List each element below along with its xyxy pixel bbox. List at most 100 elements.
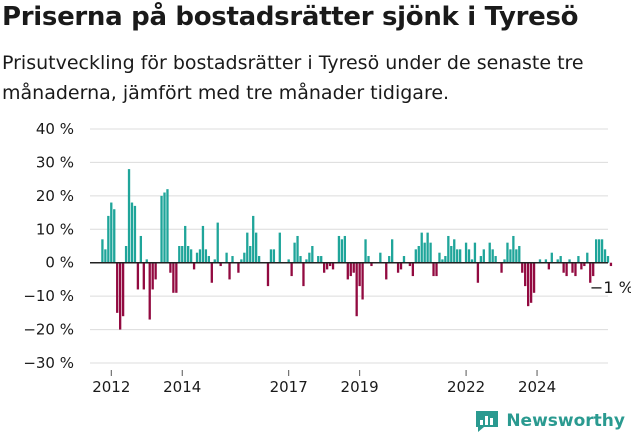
bar	[503, 259, 506, 263]
bar	[195, 252, 199, 263]
bar	[538, 259, 542, 263]
bar	[391, 239, 394, 263]
bar	[110, 202, 113, 263]
bar	[154, 262, 157, 280]
x-tick-label: 2012	[92, 378, 130, 396]
bar	[169, 262, 172, 273]
bar	[408, 262, 412, 267]
bar	[207, 256, 211, 263]
bar	[320, 256, 323, 263]
bar	[148, 262, 151, 320]
bar	[198, 249, 202, 263]
bar	[145, 259, 148, 263]
bar	[213, 259, 216, 263]
newsworthy-logo-icon	[476, 411, 499, 432]
bar	[124, 246, 128, 263]
bar	[361, 262, 364, 300]
bar	[210, 262, 213, 283]
y-tick-label: 10 %	[36, 220, 74, 238]
bar	[506, 242, 509, 263]
bar	[491, 249, 494, 263]
bar	[438, 252, 441, 263]
bar	[370, 262, 373, 267]
gridlines	[90, 128, 608, 364]
bar	[101, 239, 104, 263]
bar	[272, 249, 276, 263]
bar	[488, 242, 491, 263]
bar	[119, 262, 122, 330]
bar	[595, 239, 598, 263]
bar	[107, 215, 110, 263]
newsworthy-brand: Newsworthy	[474, 409, 625, 433]
bar	[216, 222, 219, 263]
bar	[346, 262, 349, 280]
bar	[331, 262, 335, 270]
bar	[417, 246, 420, 263]
bar	[269, 249, 273, 263]
bar	[562, 262, 565, 273]
bar	[358, 262, 361, 287]
bar	[473, 242, 477, 263]
bar	[544, 259, 548, 263]
bar	[453, 239, 456, 263]
bar	[133, 205, 137, 263]
bar	[396, 262, 400, 273]
bar	[189, 249, 193, 263]
bar	[252, 215, 255, 263]
bar	[592, 262, 595, 277]
bar	[447, 235, 450, 263]
y-tick-label: −10 %	[23, 287, 74, 305]
bar	[311, 246, 314, 263]
bar	[583, 262, 586, 267]
bar	[287, 259, 290, 263]
bar	[512, 235, 515, 263]
bar	[571, 262, 574, 273]
bar	[266, 262, 270, 287]
bar	[426, 232, 429, 263]
bar	[204, 249, 208, 263]
bar	[225, 252, 228, 263]
bar	[568, 259, 571, 263]
bar	[556, 259, 559, 263]
bar	[293, 242, 296, 263]
bar	[113, 209, 116, 263]
bar	[515, 249, 518, 263]
bar	[518, 246, 521, 263]
bar	[509, 249, 512, 263]
bar	[308, 252, 311, 263]
bar	[175, 262, 178, 293]
bar	[367, 256, 370, 263]
bar	[464, 242, 468, 263]
bar	[432, 262, 435, 277]
bar	[482, 249, 485, 263]
bar	[574, 262, 577, 277]
bar	[136, 262, 140, 290]
bar	[104, 249, 107, 263]
bar	[228, 262, 231, 280]
annotations: −1 %	[590, 278, 631, 297]
x-tick-label: 2017	[270, 378, 308, 396]
bar	[337, 235, 341, 263]
bar	[476, 262, 480, 283]
bar	[240, 259, 243, 263]
bar	[456, 249, 459, 263]
bar	[323, 262, 326, 273]
x-tick-label: 2022	[447, 378, 485, 396]
bar	[450, 246, 453, 263]
bar	[121, 262, 125, 317]
bar	[586, 252, 589, 263]
bar	[364, 239, 367, 263]
last-value-label: −1 %	[590, 278, 631, 297]
bar	[255, 232, 258, 263]
y-tick-label: −20 %	[23, 321, 74, 339]
bar	[441, 259, 444, 263]
brand-name: Newsworthy	[506, 411, 625, 431]
bar	[388, 256, 391, 263]
bar	[609, 262, 613, 267]
bar	[290, 262, 293, 277]
bar	[328, 262, 332, 267]
bar	[420, 232, 423, 263]
bar	[349, 262, 352, 277]
bar	[243, 252, 246, 263]
